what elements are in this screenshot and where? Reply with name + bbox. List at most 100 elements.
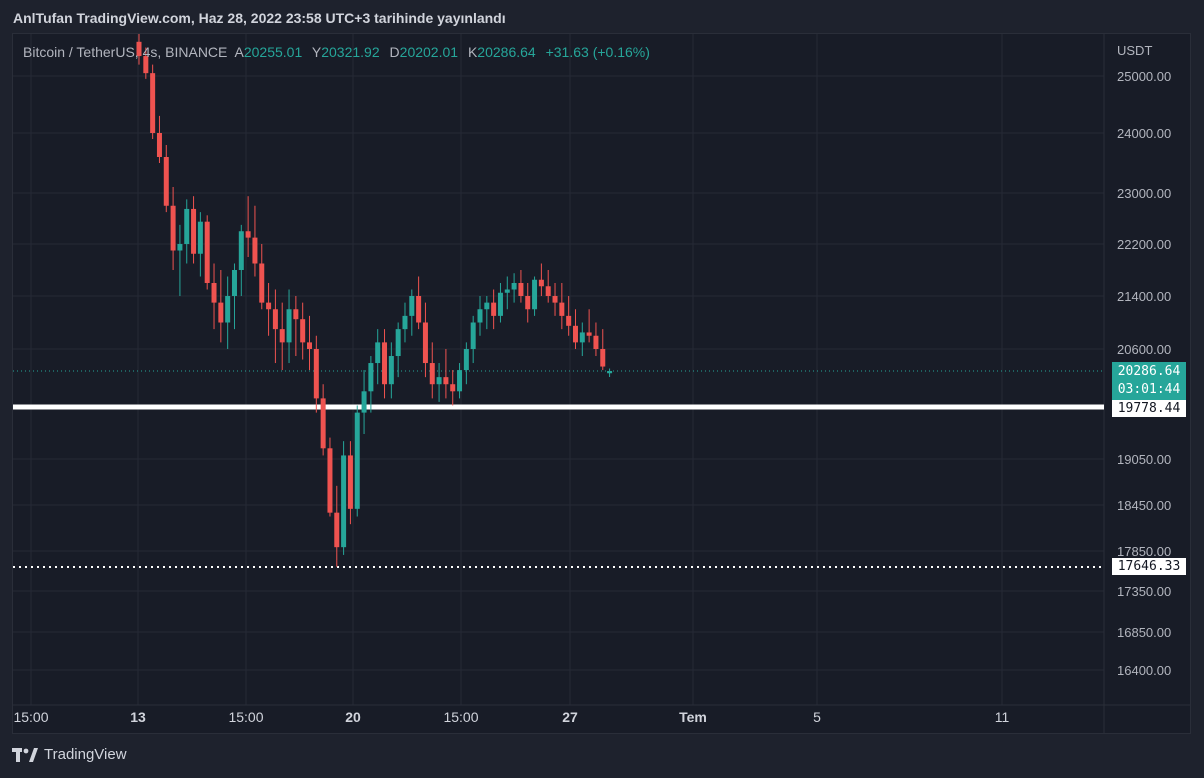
currency-label: USDT [1117, 43, 1152, 58]
candle-body [382, 342, 388, 385]
candle-body [436, 377, 442, 385]
footer-branding[interactable]: TradingView [12, 746, 127, 763]
candle-body [368, 363, 374, 392]
candle-body [225, 296, 231, 323]
candle-body [477, 309, 483, 323]
bar-countdown: 03:01:44 [1117, 382, 1181, 397]
candle-body [497, 292, 503, 316]
candle-body [313, 349, 319, 399]
x-tick-label: 15:00 [443, 709, 478, 725]
y-tick-label: 17350.00 [1117, 584, 1171, 599]
candle-body [388, 356, 394, 385]
y-tick-label: 19050.00 [1117, 452, 1171, 467]
candle-body [184, 208, 190, 244]
candle-body [416, 296, 422, 323]
symbol-label[interactable]: Bitcoin / TetherUS, 4s, BINANCE [23, 44, 228, 60]
brand-name: TradingView [44, 746, 127, 763]
current-price-tag: 20286.64 03:01:44 [1112, 362, 1186, 400]
candle-body [307, 342, 312, 349]
candle-body [136, 41, 142, 57]
candle-body [566, 315, 572, 326]
candle-body [156, 133, 162, 157]
candle-body [320, 398, 326, 449]
candle-body [245, 231, 251, 238]
candle-body [504, 289, 510, 293]
candle-body [450, 384, 456, 392]
change-value: +31.63 (+0.16%) [545, 44, 650, 60]
low-value: 20202.01 [399, 44, 459, 60]
y-tick-label: 16400.00 [1117, 663, 1171, 678]
candle-body [545, 286, 551, 296]
candles-group [136, 34, 613, 567]
candle-body [218, 302, 224, 323]
publish-header: AnlTufan TradingView.com, Haz 28, 2022 2… [13, 10, 506, 26]
candle-body [259, 263, 265, 303]
y-tick-label: 22200.00 [1117, 237, 1171, 252]
low-level-tag: 17646.33 [1112, 558, 1186, 575]
candle-body [538, 279, 544, 287]
candle-body [552, 296, 558, 303]
candle-body [402, 315, 408, 330]
candle-body [327, 448, 333, 513]
support-level-tag: 19778.44 [1112, 400, 1186, 417]
y-tick-label: 18450.00 [1117, 498, 1171, 513]
candle-body [395, 329, 401, 357]
candle-body [334, 512, 340, 548]
candle-body [204, 221, 210, 283]
x-tick-label: 13 [130, 709, 146, 725]
open-label: A [234, 44, 244, 60]
candle-body [238, 231, 244, 270]
candle-body [463, 349, 469, 371]
x-tick-label: Tem [679, 709, 707, 725]
candle-body [559, 302, 565, 316]
candle-body [375, 342, 381, 364]
x-tick-label: 5 [813, 709, 821, 725]
tradingview-logo-icon [12, 747, 38, 762]
candle-body [579, 332, 585, 343]
candle-body [511, 283, 517, 290]
candle-body [347, 455, 353, 509]
candle-body [532, 279, 538, 310]
candle-body [143, 56, 149, 74]
candle-body [491, 302, 497, 316]
x-tick-label: 15:00 [228, 709, 263, 725]
candle-body [197, 221, 203, 254]
candle-body [457, 370, 463, 392]
y-tick-label: 16850.00 [1117, 625, 1171, 640]
x-tick-label: 11 [995, 709, 1010, 725]
candle-body [272, 309, 278, 330]
current-price-value: 20286.64 [1117, 364, 1181, 379]
open-value: 20255.01 [243, 44, 303, 60]
y-tick-label: 20600.00 [1117, 342, 1171, 357]
chart-frame[interactable] [12, 33, 1191, 734]
candle-body [252, 237, 258, 264]
candle-body [429, 363, 435, 385]
candle-body [409, 296, 415, 316]
candle-body [443, 377, 449, 385]
candle-body [177, 244, 183, 251]
y-tick-label: 17850.00 [1117, 544, 1171, 559]
y-tick-label: 23000.00 [1117, 186, 1171, 201]
ohlc-legend: Bitcoin / TetherUS, 4s, BINANCE A20255.0… [23, 44, 656, 60]
candle-body [593, 335, 599, 349]
candle-body [300, 319, 306, 343]
candle-body [279, 329, 285, 343]
close-label: K [467, 44, 478, 60]
candle-body [231, 270, 237, 296]
candle-body [361, 391, 367, 413]
candle-body [586, 332, 592, 336]
y-tick-label: 25000.00 [1117, 69, 1171, 84]
high-value: 20321.92 [321, 44, 380, 60]
candle-body [607, 371, 613, 374]
candle-body [470, 322, 476, 349]
close-value: 20286.64 [477, 44, 536, 60]
y-tick-label: 24000.00 [1117, 126, 1171, 141]
candle-body [572, 325, 578, 343]
candle-body [525, 296, 531, 310]
low-label: D [389, 44, 400, 60]
candle-body [286, 309, 292, 343]
candle-body [266, 302, 272, 310]
candle-body [191, 208, 197, 254]
candle-body [354, 412, 360, 509]
